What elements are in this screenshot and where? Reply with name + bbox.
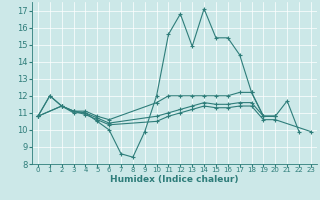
X-axis label: Humidex (Indice chaleur): Humidex (Indice chaleur) — [110, 175, 239, 184]
